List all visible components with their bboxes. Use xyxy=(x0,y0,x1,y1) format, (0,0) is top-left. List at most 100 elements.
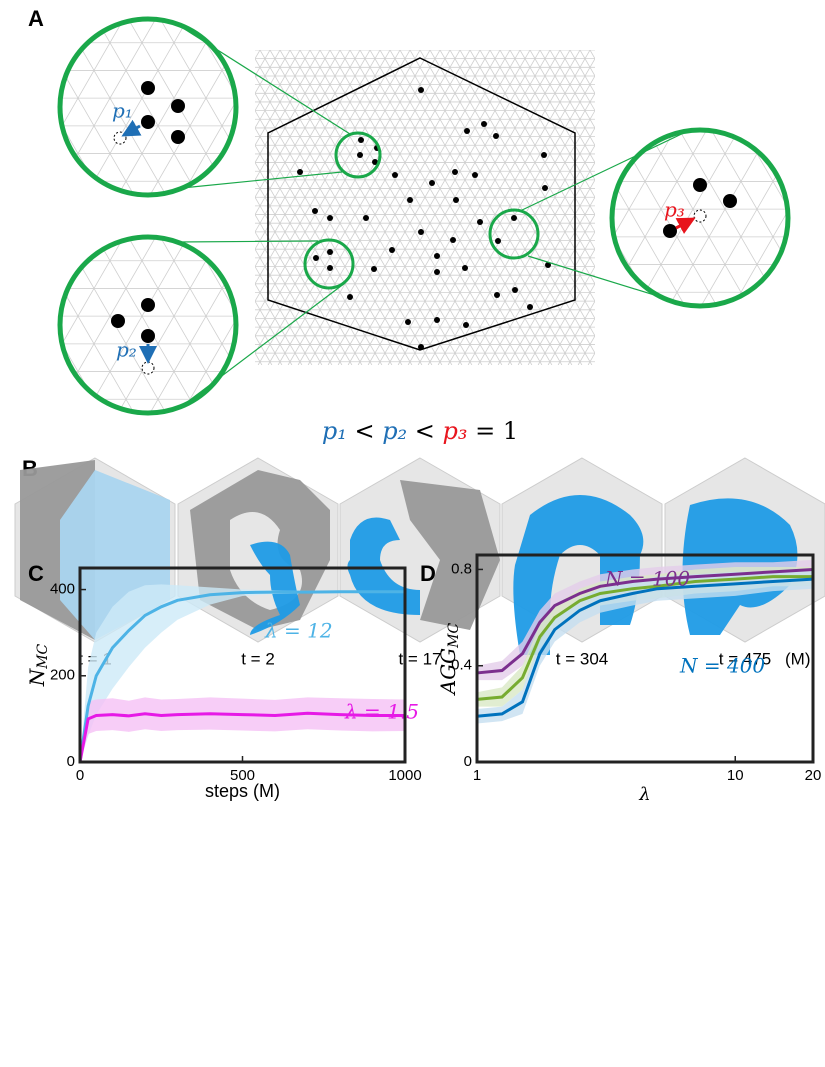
lattice-line xyxy=(255,50,401,302)
lattice-line xyxy=(567,317,595,365)
lattice-line xyxy=(82,237,191,413)
particle xyxy=(463,322,469,328)
zoom-circles xyxy=(57,16,791,416)
y-tick-label: 0.8 xyxy=(451,560,472,577)
x-tick-label: 0 xyxy=(76,767,84,784)
lattice-line xyxy=(414,15,521,200)
particle xyxy=(493,133,499,139)
lattice-line xyxy=(369,50,553,365)
series-label: λ = 1.5 xyxy=(344,700,419,724)
lattice-line xyxy=(549,50,595,129)
lattice-line xyxy=(255,248,323,365)
lattice-line xyxy=(0,50,162,365)
snapshot xyxy=(664,457,825,643)
lattice-line xyxy=(379,50,563,365)
lattice-line xyxy=(255,50,411,320)
lattice-line xyxy=(0,50,10,365)
lattice-line xyxy=(729,130,788,306)
particle xyxy=(392,172,398,178)
lattice-line xyxy=(0,233,30,418)
particle xyxy=(405,319,411,325)
ineq-part: p₃ xyxy=(443,417,468,445)
series-line xyxy=(78,711,405,763)
lattice-line xyxy=(487,179,595,365)
lattice-line xyxy=(367,50,551,365)
lattice-line xyxy=(740,50,825,365)
particle xyxy=(358,137,364,143)
series-line xyxy=(476,575,813,701)
axes-frame xyxy=(475,553,815,764)
particle xyxy=(327,249,333,255)
lattice-line xyxy=(255,50,371,250)
lattice-line xyxy=(317,50,501,365)
particle xyxy=(407,197,413,203)
lattice-line xyxy=(437,92,595,365)
lattice-line xyxy=(60,237,127,413)
series-label: N = 400 xyxy=(679,654,765,678)
lattice-line xyxy=(255,50,261,60)
time-label: t = 17 xyxy=(398,649,441,668)
series-label: N = 100 xyxy=(604,567,690,591)
y-axis-label-sub: MC xyxy=(35,643,51,669)
lattice-line xyxy=(467,144,595,365)
lattice-line xyxy=(255,231,333,365)
ineq-part: p₂ xyxy=(382,417,407,445)
lattice-line xyxy=(447,109,595,365)
particle xyxy=(434,269,440,275)
lattice-line xyxy=(730,50,825,365)
lattice-line xyxy=(0,50,180,365)
lattice-line xyxy=(559,50,595,112)
lattice-line xyxy=(628,50,810,365)
series-line xyxy=(78,590,405,763)
lattice-line xyxy=(255,50,391,285)
lattice-line xyxy=(0,50,100,365)
p-label: p₂ xyxy=(116,338,137,362)
lattice-line xyxy=(459,50,595,285)
lattice-line xyxy=(805,126,825,312)
particle xyxy=(464,128,470,134)
lattice-line xyxy=(0,50,40,365)
lattice-line xyxy=(255,161,373,365)
lattice-line xyxy=(810,50,825,365)
lattice-line xyxy=(519,50,595,181)
lattice-line xyxy=(146,237,236,413)
lattice-line xyxy=(728,50,825,365)
lattice-line xyxy=(259,50,443,365)
particle xyxy=(541,152,547,158)
lattice-line xyxy=(377,50,561,365)
lattice-line xyxy=(157,237,236,413)
particle xyxy=(494,292,500,298)
particle xyxy=(511,215,517,221)
lattice-line xyxy=(255,109,403,365)
ineq-part: < xyxy=(407,417,442,445)
lattice-line xyxy=(0,233,41,418)
particle xyxy=(347,294,353,300)
lattice-line xyxy=(598,50,780,365)
lattice-line xyxy=(287,50,471,365)
lattice-line xyxy=(0,50,90,365)
snapshot xyxy=(177,457,339,643)
lattice-line xyxy=(0,50,80,365)
lattice-line xyxy=(255,127,393,365)
lattice-line xyxy=(38,50,220,365)
lattice-line xyxy=(497,196,595,365)
particle xyxy=(495,238,501,244)
hexagon xyxy=(267,57,576,351)
lattice-line xyxy=(600,50,782,365)
y-axis-label-main: N xyxy=(25,667,49,687)
lattice-line xyxy=(60,237,138,413)
lattice-line xyxy=(60,19,95,195)
lattice-line xyxy=(10,50,192,365)
lattice-line xyxy=(93,237,202,413)
lattice-line xyxy=(618,50,800,365)
particle xyxy=(477,219,483,225)
lattice-line xyxy=(114,237,223,413)
lattice-line xyxy=(529,50,595,164)
lattice-line xyxy=(720,50,825,365)
domain xyxy=(250,541,300,635)
series-line xyxy=(476,577,814,718)
ineq-part: p₁ xyxy=(322,417,347,445)
lattice-line xyxy=(60,237,63,413)
lattice-line xyxy=(429,50,595,337)
lattice-line xyxy=(347,50,531,365)
